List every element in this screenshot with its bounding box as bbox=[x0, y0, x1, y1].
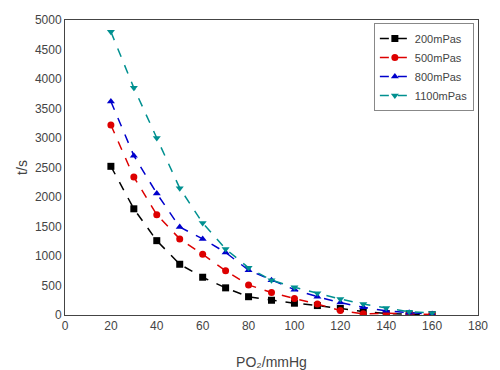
svg-text:80: 80 bbox=[242, 319, 256, 333]
svg-text:100: 100 bbox=[284, 319, 304, 333]
svg-text:120: 120 bbox=[330, 319, 350, 333]
svg-text:4000: 4000 bbox=[35, 72, 62, 86]
svg-text:500mPas: 500mPas bbox=[415, 52, 462, 64]
svg-text:0: 0 bbox=[55, 308, 62, 322]
svg-text:2500: 2500 bbox=[35, 161, 62, 175]
svg-text:500: 500 bbox=[42, 279, 62, 293]
svg-text:140: 140 bbox=[376, 319, 396, 333]
svg-text:5000: 5000 bbox=[35, 13, 62, 27]
svg-text:PO₂/mmHg: PO₂/mmHg bbox=[236, 354, 307, 370]
svg-text:60: 60 bbox=[196, 319, 210, 333]
svg-text:1000: 1000 bbox=[35, 249, 62, 263]
svg-text:1100mPas: 1100mPas bbox=[415, 90, 467, 102]
svg-text:800mPas: 800mPas bbox=[415, 71, 462, 83]
svg-text:2000: 2000 bbox=[35, 190, 62, 204]
svg-text:4500: 4500 bbox=[35, 43, 62, 57]
svg-text:0: 0 bbox=[62, 319, 69, 333]
svg-text:160: 160 bbox=[422, 319, 442, 333]
svg-text:20: 20 bbox=[104, 319, 118, 333]
svg-text:3000: 3000 bbox=[35, 131, 62, 145]
svg-text:3500: 3500 bbox=[35, 102, 62, 116]
svg-text:40: 40 bbox=[150, 319, 164, 333]
svg-text:180: 180 bbox=[468, 319, 488, 333]
svg-text:1500: 1500 bbox=[35, 220, 62, 234]
svg-text:t/s: t/s bbox=[14, 160, 30, 175]
svg-text:200mPas: 200mPas bbox=[415, 33, 462, 45]
